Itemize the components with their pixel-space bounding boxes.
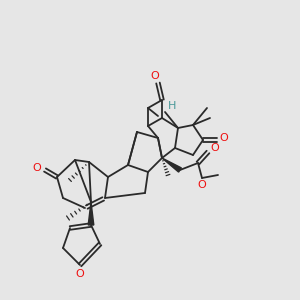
Text: O: O [151,71,159,81]
Text: O: O [33,163,41,173]
Text: O: O [198,180,206,190]
Text: O: O [76,269,84,279]
Text: O: O [211,143,219,153]
Text: O: O [220,133,228,143]
Polygon shape [88,202,94,225]
Text: H: H [168,101,176,111]
Polygon shape [162,158,182,172]
